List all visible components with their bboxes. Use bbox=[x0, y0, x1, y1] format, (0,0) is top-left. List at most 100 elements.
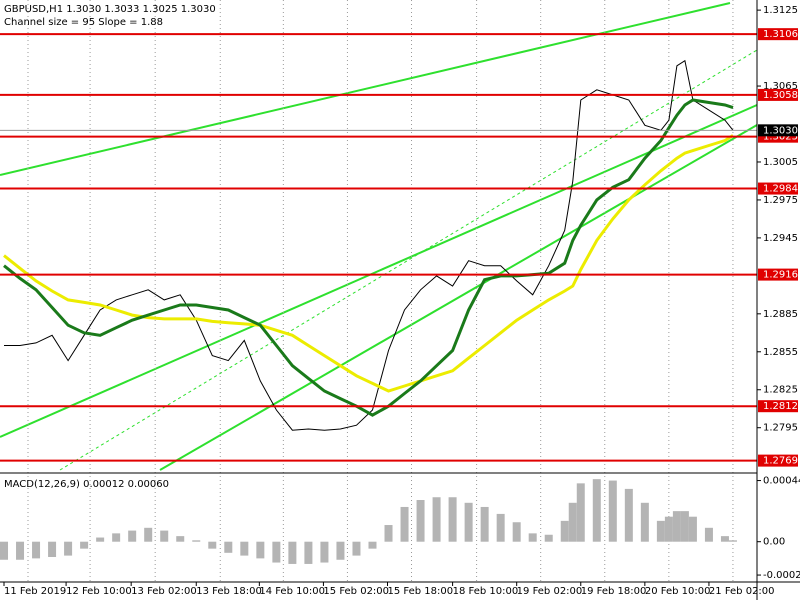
macd-bar bbox=[680, 511, 689, 542]
price-line bbox=[3, 134, 734, 393]
y-tick-label: 1.3005 bbox=[763, 157, 798, 168]
x-tick-label: 12 Feb 10:00 bbox=[66, 586, 132, 597]
x-tick-label: 15 Feb 02:00 bbox=[323, 586, 389, 597]
channel-middle bbox=[0, 104, 758, 438]
macd-bar bbox=[272, 541, 281, 563]
macd-bar bbox=[64, 541, 73, 556]
macd-bar bbox=[656, 520, 665, 542]
x-tick-label: 13 Feb 02:00 bbox=[131, 586, 197, 597]
macd-bar bbox=[48, 541, 57, 557]
macd-bar bbox=[144, 527, 153, 542]
x-tick-label: 14 Feb 10:00 bbox=[259, 586, 325, 597]
macd-bar bbox=[80, 541, 89, 549]
level-label: 1.3106 bbox=[763, 29, 798, 40]
chart-title: GBPUSD,H1 1.3030 1.3033 1.3025 1.3030 bbox=[4, 4, 216, 15]
x-tick-label: 13 Feb 18:00 bbox=[196, 586, 262, 597]
macd-bar bbox=[640, 502, 649, 542]
y-tick-label: 1.2795 bbox=[763, 423, 798, 434]
macd-bar bbox=[368, 541, 377, 549]
macd-bar bbox=[336, 541, 345, 560]
macd-bar bbox=[728, 540, 737, 542]
x-tick-label: 21 Feb 02:00 bbox=[709, 586, 775, 597]
macd-title: MACD(12,26,9) 0.00012 0.00060 bbox=[4, 479, 169, 490]
level-label: 1.3025 bbox=[763, 132, 798, 143]
y-tick-label: 1.2975 bbox=[763, 195, 798, 206]
macd-bar bbox=[464, 502, 473, 542]
macd-bar bbox=[448, 497, 457, 542]
macd-bar bbox=[192, 540, 201, 542]
macd-bar bbox=[240, 541, 249, 556]
macd-bar bbox=[560, 520, 569, 542]
y-tick-label: 1.2855 bbox=[763, 347, 798, 358]
macd-bar bbox=[576, 483, 585, 542]
chart-subtitle: Channel size = 95 Slope = 1.88 bbox=[4, 17, 163, 28]
macd-bar bbox=[96, 537, 105, 542]
macd-bar bbox=[352, 541, 361, 556]
macd-bar bbox=[688, 516, 697, 542]
y-tick-label: 1.3065 bbox=[763, 81, 798, 92]
y-tick-label: -0.00024 bbox=[763, 570, 800, 581]
last-price-label: 1.3030 bbox=[763, 125, 798, 136]
level-label-box bbox=[758, 400, 798, 413]
level-label: 1.2916 bbox=[763, 270, 798, 281]
macd-bar bbox=[720, 536, 729, 542]
macd-bar bbox=[608, 480, 617, 542]
y-tick-label: 1.2945 bbox=[763, 233, 798, 244]
macd-bar bbox=[16, 541, 25, 560]
macd-bar bbox=[208, 541, 217, 549]
x-tick-label: 20 Feb 10:00 bbox=[645, 586, 711, 597]
macd-bar bbox=[128, 530, 137, 542]
macd-bar bbox=[304, 541, 313, 564]
price-line bbox=[4, 59, 734, 431]
level-label-box bbox=[758, 268, 798, 281]
channel-lower bbox=[159, 124, 758, 471]
x-tick-label: 11 Feb 2019 bbox=[4, 586, 66, 597]
y-tick-label: 1.2885 bbox=[763, 309, 798, 320]
level-label-box bbox=[758, 28, 798, 41]
level-label: 1.2812 bbox=[763, 401, 798, 412]
macd-bar bbox=[496, 513, 505, 542]
channel-center bbox=[59, 49, 758, 471]
macd-bar bbox=[480, 506, 489, 542]
x-tick-label: 15 Feb 18:00 bbox=[388, 586, 454, 597]
macd-bar bbox=[32, 541, 41, 559]
macd-bar bbox=[416, 500, 425, 542]
macd-bar bbox=[0, 541, 9, 560]
macd-bar bbox=[160, 530, 169, 542]
macd-bar bbox=[112, 533, 121, 542]
macd-bar bbox=[432, 497, 441, 542]
macd-bar bbox=[400, 506, 409, 542]
macd-bar bbox=[704, 527, 713, 542]
x-tick-label: 18 Feb 10:00 bbox=[453, 586, 519, 597]
macd-bar bbox=[544, 534, 553, 542]
macd-bar bbox=[384, 525, 393, 542]
level-label: 1.3058 bbox=[763, 90, 798, 101]
macd-bar bbox=[288, 541, 297, 564]
macd-bar bbox=[224, 541, 233, 553]
macd-bar bbox=[568, 502, 577, 542]
channel-upper bbox=[0, 2, 731, 176]
y-tick-label: 0.00044 bbox=[763, 476, 800, 487]
level-label-box bbox=[758, 88, 798, 101]
level-label-box bbox=[758, 454, 798, 467]
macd-bar bbox=[176, 536, 185, 542]
macd-bar bbox=[528, 533, 537, 542]
macd-bar bbox=[512, 522, 521, 542]
x-tick-label: 19 Feb 18:00 bbox=[581, 586, 647, 597]
level-label-box bbox=[758, 182, 798, 195]
macd-bar bbox=[672, 511, 681, 542]
macd-bar bbox=[624, 488, 633, 542]
x-tick-label: 19 Feb 02:00 bbox=[517, 586, 583, 597]
macd-bar bbox=[256, 541, 265, 559]
macd-bar bbox=[664, 516, 673, 542]
macd-bar bbox=[320, 541, 329, 563]
price-line bbox=[3, 98, 734, 417]
last-price-box bbox=[758, 124, 798, 137]
level-label: 1.2769 bbox=[763, 456, 798, 467]
level-label: 1.2984 bbox=[763, 184, 798, 195]
y-tick-label: 0.00 bbox=[763, 537, 785, 548]
y-tick-label: 1.2825 bbox=[763, 385, 798, 396]
